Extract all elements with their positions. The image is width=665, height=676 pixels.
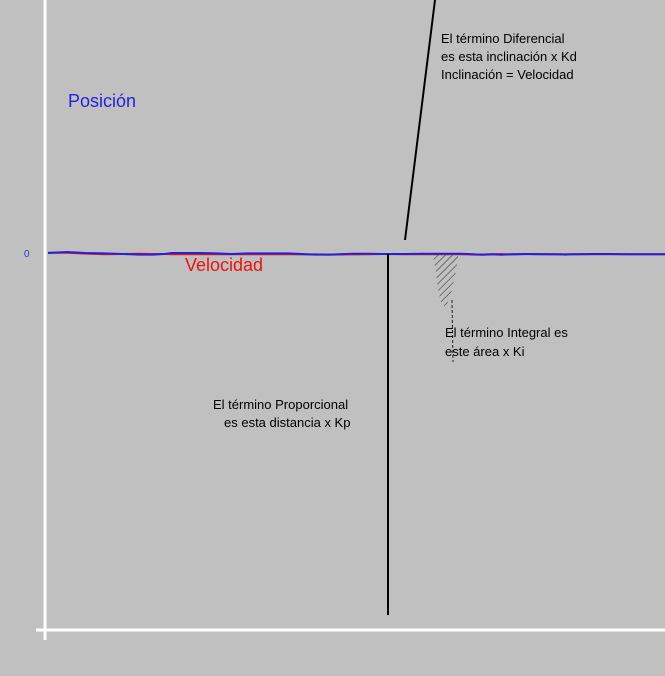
posicion-series-line [47, 251, 665, 256]
derivative-annotation-line-1: El término Diferencial [441, 31, 565, 46]
derivative-tangent-line [404, 0, 436, 241]
proportional-annotation-line-2: es esta distancia x Kp [224, 415, 350, 430]
derivative-annotation-line-2: es esta inclinación x Kd [441, 49, 577, 64]
posicion-label: Posición [68, 91, 136, 111]
integral-area [433, 255, 458, 306]
velocidad-label: Velocidad [185, 255, 263, 275]
integral-annotation-line-2: este área x Ki [445, 344, 525, 359]
integral-area-pointer [451, 299, 454, 363]
derivative-annotation-line-3: Inclinación = Velocidad [441, 67, 574, 82]
y-tick-label: 0 [24, 249, 30, 260]
integral-annotation-line-1: El término Integral es [445, 325, 568, 340]
proportional-annotation-line-1: El término Proporcional [213, 397, 348, 412]
